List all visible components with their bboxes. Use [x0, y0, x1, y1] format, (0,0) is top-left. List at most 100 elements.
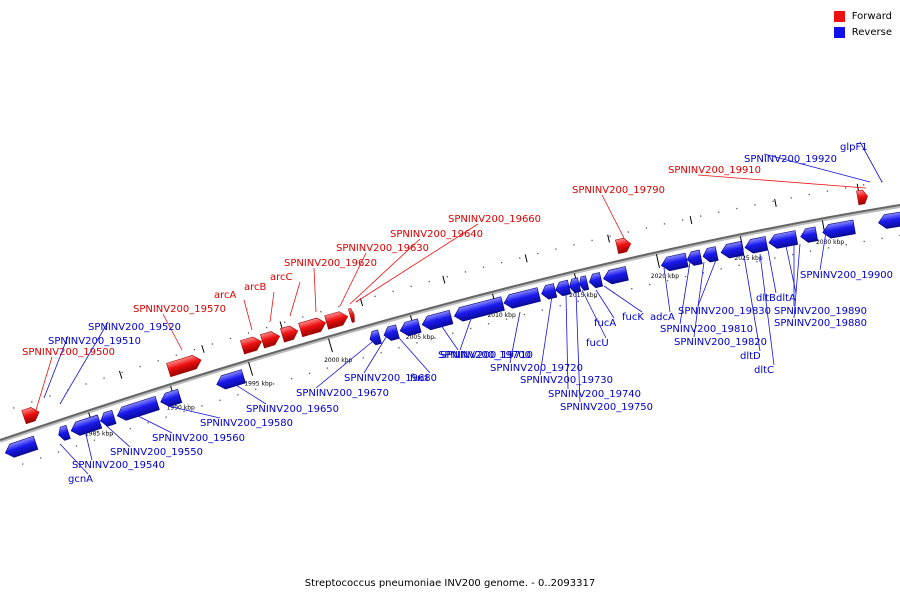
reverse-gene-label[interactable]: dltC [754, 365, 774, 376]
reverse-gene-label[interactable]: SPNINV200_19520 [88, 322, 181, 333]
reverse-gene[interactable] [502, 287, 541, 310]
forward-gene-label[interactable]: SPNINV200_19660 [448, 214, 541, 225]
forward-track-dot [772, 200, 774, 202]
reverse-gene-label[interactable]: dltA [776, 293, 796, 304]
minor-tick [201, 344, 205, 353]
reverse-gene-label[interactable]: SPNINV200_19750 [560, 402, 653, 413]
reverse-gene-label[interactable]: SPNINV200_19700 [438, 350, 531, 361]
reverse-gene[interactable] [398, 318, 422, 338]
reverse-gene-label[interactable]: SPNINV200_19920 [744, 154, 837, 165]
forward-track-dot [736, 207, 738, 210]
reverse-track-dot [416, 342, 418, 344]
reverse-gene-shape [399, 318, 422, 337]
forward-gene[interactable] [280, 324, 299, 343]
forward-track-dot [663, 223, 666, 225]
reverse-swatch [833, 26, 845, 38]
reverse-gene-label[interactable]: SPNINV200_19550 [110, 447, 203, 458]
reverse-gene[interactable] [420, 309, 454, 331]
reverse-gene[interactable] [768, 230, 799, 250]
reverse-gene-label[interactable]: SPNINV200_19510 [48, 336, 141, 347]
forward-gene-label[interactable]: arcB [244, 282, 267, 293]
reverse-gene-label[interactable]: SPNINV200_19820 [674, 337, 767, 348]
reverse-gene[interactable] [3, 435, 39, 460]
forward-gene[interactable] [240, 335, 263, 355]
reverse-gene-label[interactable]: adcA [650, 312, 675, 323]
reverse-gene-label[interactable]: SPNINV200_19720 [490, 363, 583, 374]
reverse-gene[interactable] [382, 324, 400, 342]
backbone-line [0, 204, 900, 441]
reverse-gene-label[interactable]: SPNINV200_19880 [774, 318, 867, 329]
forward-gene[interactable] [347, 307, 356, 323]
reverse-gene-label[interactable]: SPNINV200_19560 [152, 433, 245, 444]
reverse-gene-label[interactable]: SPNINV200_19580 [200, 418, 293, 429]
reverse-gene[interactable] [215, 369, 246, 392]
reverse-gene-label[interactable]: fucI [410, 373, 428, 384]
reverse-gene-label[interactable]: SPNINV200_19810 [660, 324, 753, 335]
reverse-gene-shape [589, 272, 604, 289]
reverse-gene-label[interactable]: SPNINV200_19730 [520, 375, 613, 386]
reverse-gene[interactable] [453, 296, 505, 323]
forward-gene-label[interactable]: SPNINV200_19910 [668, 165, 761, 176]
reverse-gene[interactable] [660, 252, 689, 272]
reverse-gene[interactable] [578, 275, 590, 291]
reverse-gene[interactable] [99, 409, 117, 428]
reverse-gene-label[interactable]: SPNINV200_19900 [800, 270, 893, 281]
forward-gene-label[interactable]: SPNINV200_19570 [133, 304, 226, 315]
reverse-gene-label[interactable]: SPNINV200_19740 [548, 389, 641, 400]
reverse-gene[interactable] [368, 329, 382, 346]
forward-gene-label[interactable]: SPNINV200_19640 [390, 229, 483, 240]
reverse-gene-label[interactable]: fucK [622, 312, 644, 323]
forward-gene[interactable] [166, 353, 204, 378]
reverse-gene-label[interactable]: SPNINV200_19650 [246, 404, 339, 415]
forward-gene[interactable] [298, 316, 328, 338]
forward-gene-label[interactable]: SPNINV200_19790 [572, 185, 665, 196]
forward-gene-label[interactable]: arcA [214, 290, 237, 301]
forward-leader [313, 267, 317, 313]
reverse-gene-shape [569, 277, 582, 294]
reverse-gene[interactable] [821, 219, 856, 239]
reverse-gene-label[interactable]: gcnA [68, 474, 93, 485]
reverse-gene-label[interactable]: SPNINV200_19680 [344, 373, 437, 384]
forward-gene-label[interactable]: SPNINV200_19620 [284, 258, 377, 269]
reverse-gene-label[interactable]: glpF1 [840, 142, 868, 153]
reverse-leader [743, 255, 761, 352]
reverse-gene[interactable] [554, 279, 572, 297]
reverse-gene-label[interactable]: dltD [740, 351, 761, 362]
forward-gene-label[interactable]: SPNINV200_19500 [22, 347, 115, 358]
reverse-gene[interactable] [56, 424, 71, 441]
forward-gene[interactable] [615, 237, 632, 255]
reverse-gene-label[interactable]: SPNINV200_19890 [774, 306, 867, 317]
reverse-gene-label[interactable]: dltB [756, 293, 776, 304]
reverse-gene-label[interactable]: SPNINV200_19540 [72, 460, 165, 471]
reverse-gene[interactable] [686, 249, 703, 267]
forward-gene[interactable] [324, 310, 350, 330]
forward-gene[interactable] [21, 405, 42, 425]
reverse-gene[interactable] [69, 414, 103, 438]
reverse-gene[interactable] [588, 272, 604, 289]
forward-gene-label[interactable]: arcC [270, 272, 293, 283]
reverse-gene-label[interactable]: fucU [586, 338, 609, 349]
reverse-gene[interactable] [702, 246, 719, 264]
reverse-gene[interactable] [115, 395, 160, 422]
reverse-gene[interactable] [744, 236, 769, 254]
reverse-leader [315, 341, 373, 389]
forward-gene[interactable] [856, 189, 869, 206]
reverse-gene-shape [100, 409, 117, 427]
forward-gene[interactable] [260, 329, 281, 349]
reverse-gene[interactable] [159, 388, 183, 408]
reverse-gene[interactable] [540, 283, 558, 301]
reverse-gene[interactable] [568, 277, 582, 294]
reverse-gene-label[interactable]: SPNINV200_19670 [296, 388, 389, 399]
forward-gene-label[interactable]: SPNINV200_19630 [336, 243, 429, 254]
reverse-gene[interactable] [602, 266, 629, 285]
tick-label: 1995 kbp [244, 380, 272, 387]
reverse-gene-label[interactable]: SPNINV200_19830 [678, 306, 771, 317]
reverse-gene[interactable] [720, 240, 745, 259]
reverse-gene-shape [768, 230, 799, 249]
reverse-gene-shape [216, 369, 246, 390]
reverse-gene-label[interactable]: SPNINV200_19710 [440, 350, 533, 361]
forward-track-dot [284, 321, 286, 323]
reverse-gene[interactable] [877, 211, 900, 230]
reverse-gene-label[interactable]: fucA [594, 318, 616, 329]
reverse-gene[interactable] [799, 226, 819, 244]
